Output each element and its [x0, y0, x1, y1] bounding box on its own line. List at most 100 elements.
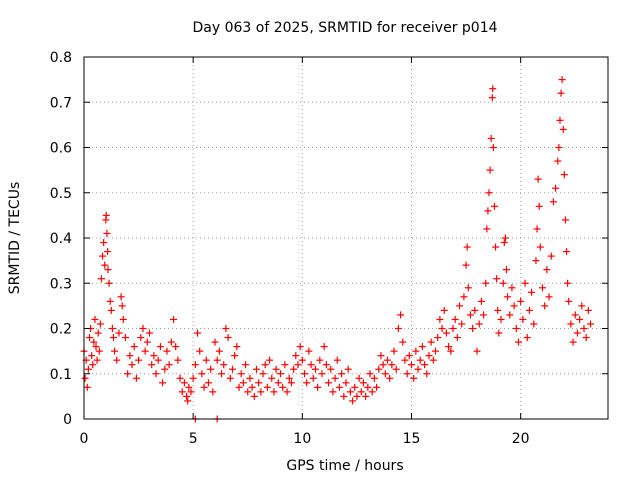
data-point	[557, 89, 565, 97]
data-point	[539, 284, 546, 292]
data-point	[492, 243, 500, 251]
data-point	[255, 379, 263, 387]
data-point	[373, 383, 381, 391]
data-point	[578, 302, 586, 310]
data-point	[504, 293, 512, 301]
data-point	[180, 379, 188, 387]
data-point	[222, 325, 230, 332]
data-point	[298, 356, 306, 364]
data-point	[309, 374, 317, 382]
data-point	[533, 225, 541, 233]
data-point	[270, 388, 278, 396]
y-tick-label: 0.1	[50, 367, 72, 383]
data-point	[464, 284, 472, 292]
data-point	[146, 329, 153, 337]
data-point	[261, 361, 269, 369]
data-point	[174, 356, 182, 364]
y-tick-label: 0.2	[50, 322, 72, 338]
data-point	[340, 392, 348, 400]
data-point	[128, 361, 136, 369]
data-point	[239, 379, 247, 387]
data-point	[490, 202, 498, 210]
data-point	[117, 293, 125, 301]
data-point	[475, 320, 483, 328]
data-point	[519, 315, 527, 323]
data-point	[584, 306, 592, 314]
data-point	[126, 352, 134, 360]
data-point	[477, 297, 485, 305]
data-point	[500, 239, 508, 247]
data-point	[250, 392, 258, 400]
data-point	[357, 388, 365, 396]
data-point	[528, 288, 536, 296]
data-point	[381, 370, 389, 378]
data-point	[397, 311, 405, 319]
data-point	[235, 383, 243, 391]
data-point	[252, 365, 260, 373]
data-point	[502, 266, 510, 274]
y-tick-label: 0.7	[50, 95, 72, 111]
data-point	[191, 361, 199, 369]
data-point	[569, 338, 577, 346]
data-point	[156, 343, 164, 351]
data-point	[296, 343, 304, 351]
data-point	[268, 374, 276, 382]
data-point	[523, 334, 531, 342]
data-point	[283, 388, 291, 396]
data-point	[333, 356, 341, 364]
data-point	[355, 374, 363, 382]
data-point	[194, 329, 202, 337]
data-point	[408, 361, 415, 369]
data-point	[320, 343, 328, 351]
data-point	[335, 383, 343, 391]
data-point	[473, 347, 481, 355]
data-point	[534, 175, 542, 183]
data-point	[460, 293, 468, 301]
data-point	[172, 343, 180, 351]
data-point	[432, 347, 440, 355]
data-point	[552, 184, 560, 192]
data-point	[494, 306, 502, 314]
data-point	[532, 257, 540, 265]
data-point	[237, 370, 245, 378]
data-point	[421, 361, 429, 369]
data-point	[111, 347, 119, 355]
data-point	[418, 343, 426, 351]
data-point	[563, 248, 571, 256]
data-point	[489, 85, 497, 93]
data-point	[301, 370, 309, 378]
data-point	[88, 352, 96, 360]
data-point	[573, 329, 581, 337]
data-point	[316, 356, 324, 364]
data-point	[331, 374, 339, 382]
data-point	[512, 325, 520, 332]
data-point	[377, 352, 385, 360]
data-point	[167, 338, 175, 346]
data-point	[95, 347, 103, 355]
data-point	[580, 325, 588, 332]
x-tick-label: 10	[293, 431, 311, 447]
data-point	[462, 261, 470, 269]
data-point	[506, 311, 514, 319]
data-point	[314, 383, 322, 391]
data-point	[514, 338, 522, 346]
data-point	[423, 370, 431, 378]
data-point	[342, 379, 350, 387]
data-point	[517, 297, 525, 305]
data-point	[93, 356, 101, 364]
data-point	[471, 306, 479, 314]
data-point	[266, 356, 274, 364]
data-point	[294, 361, 302, 369]
data-point	[103, 229, 111, 237]
data-point	[211, 338, 219, 346]
data-point	[119, 315, 127, 323]
data-point	[362, 392, 370, 400]
data-point	[91, 315, 99, 323]
data-point	[209, 388, 217, 396]
data-point	[564, 279, 572, 287]
data-point	[287, 379, 295, 387]
data-point	[370, 374, 378, 382]
data-point	[554, 157, 562, 165]
data-point	[102, 211, 110, 219]
data-point	[375, 365, 383, 373]
